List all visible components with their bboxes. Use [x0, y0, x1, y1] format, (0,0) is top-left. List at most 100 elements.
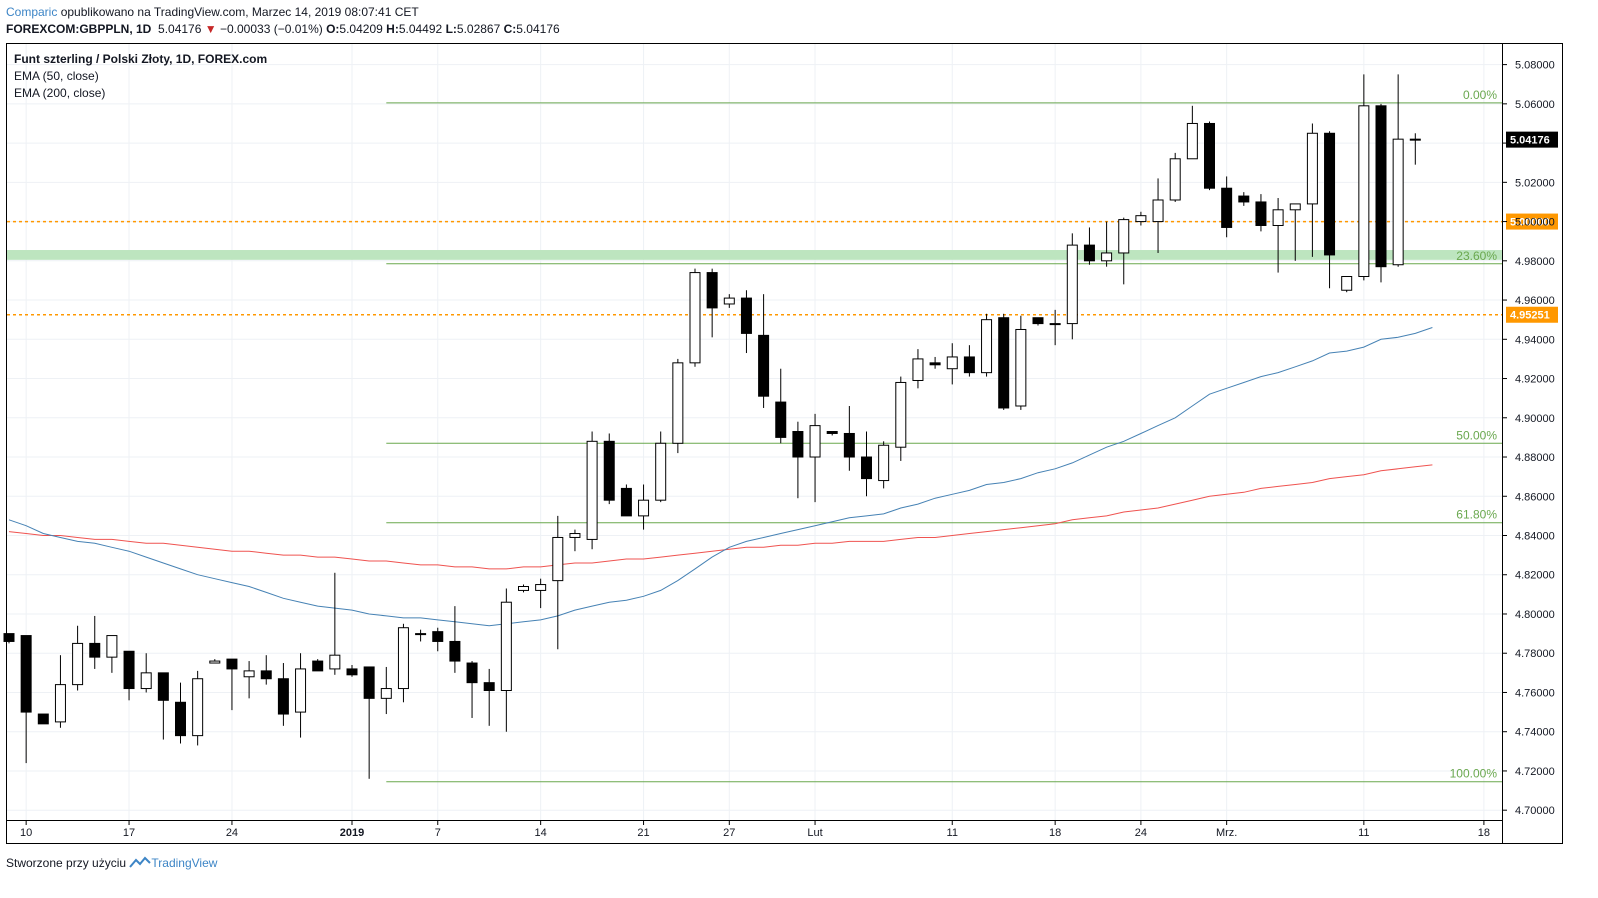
candle-body	[1306, 132, 1318, 205]
candle	[655, 431, 667, 503]
candle	[312, 659, 324, 672]
candle-body	[1066, 244, 1078, 325]
candle	[1255, 194, 1267, 232]
fibonacci-retracement[interactable]: 0.00% 23.60% 50.00% 61.80% 100.00%	[386, 88, 1502, 783]
y-tick-label: 4.92000	[1515, 374, 1555, 386]
candle-body	[552, 536, 564, 582]
candle-body	[638, 499, 650, 517]
candle	[449, 606, 461, 673]
price-change: −0.00033 (−0.01%)	[219, 22, 323, 36]
tradingview-link[interactable]: TradingView	[151, 856, 218, 870]
candle	[1221, 176, 1233, 238]
candle	[346, 664, 358, 677]
candle	[1118, 217, 1130, 285]
candle-body	[1341, 276, 1353, 291]
x-tick-label: 24	[226, 827, 238, 839]
candle-body	[792, 431, 804, 458]
x-tick-label: 24	[1135, 827, 1147, 839]
open-label: O:	[326, 22, 340, 36]
candle-body	[518, 586, 529, 591]
candle-body	[175, 701, 186, 737]
symbol-label: FOREXCOM:GBPPLN, 1D	[6, 22, 152, 36]
legend: Funt szterling / Polski Złoty, 1D, FOREX…	[14, 52, 267, 100]
candle	[500, 588, 512, 732]
y-tick-label: 4.90000	[1515, 413, 1555, 425]
candle	[192, 670, 204, 746]
candle	[981, 313, 993, 377]
open-value: 5.04209	[339, 22, 383, 36]
y-tick-label: 5.08000	[1515, 60, 1555, 72]
ohlc-line: FOREXCOM:GBPPLN, 1D 5.04176 ▼ −0.00033 (…	[6, 22, 560, 36]
y-tick-label: 5.02000	[1515, 177, 1555, 189]
price-axis[interactable]: 5.080005.060005.040005.020005.000004.980…	[1502, 60, 1558, 818]
candle-body	[1392, 138, 1404, 266]
candle	[706, 268, 718, 338]
candle-body	[929, 362, 941, 366]
candle	[689, 268, 701, 367]
candle-body	[672, 362, 684, 444]
x-tick-label: 10	[20, 827, 32, 839]
candle-body	[586, 440, 598, 540]
candle-body	[277, 678, 289, 715]
horizontal-levels[interactable]: 5.00000 4.95251	[7, 213, 1558, 323]
candle-body	[775, 401, 787, 438]
candle-body	[260, 670, 272, 680]
candle	[638, 484, 650, 530]
candle-body	[140, 672, 152, 690]
candle	[586, 431, 598, 550]
candle	[1101, 221, 1113, 267]
candle-body	[1101, 252, 1113, 262]
candle-body	[946, 356, 958, 370]
candle	[20, 635, 32, 764]
y-tick-label: 4.86000	[1515, 491, 1555, 503]
support-zone-band	[7, 250, 1502, 260]
candle-body	[466, 662, 478, 684]
candle-body	[706, 272, 718, 309]
candle	[1169, 152, 1181, 202]
candle	[54, 655, 66, 728]
last-price: 5.04176	[158, 22, 202, 36]
y-tick-label: 4.96000	[1515, 295, 1555, 307]
x-tick-label: 2019	[340, 827, 364, 839]
candle-body	[861, 456, 872, 480]
candle-body	[157, 672, 169, 701]
candle-body	[998, 317, 1010, 409]
candle-body	[192, 678, 204, 737]
time-axis[interactable]: 10 17 24 2019 7 14 21 27 Lut 11 18 24 Mrz. 11 18	[20, 820, 1490, 839]
fib-level-label: 100.00%	[1450, 767, 1498, 781]
candle-body	[1152, 199, 1164, 223]
candle	[1186, 105, 1198, 160]
ema50-line	[8, 327, 1433, 627]
tradingview-logo-icon[interactable]	[129, 856, 152, 868]
candle	[1375, 103, 1387, 283]
candle	[1289, 203, 1301, 261]
ema-lines	[8, 327, 1433, 627]
candle-body	[878, 444, 890, 482]
candle-body	[1204, 122, 1215, 189]
candle-body	[535, 584, 547, 591]
high-label: H:	[386, 22, 399, 36]
fib-level-label: 0.00%	[1463, 88, 1497, 102]
candle	[277, 663, 289, 726]
y-tick-label: 4.88000	[1515, 452, 1555, 464]
candle	[140, 653, 152, 693]
candle-body	[89, 642, 101, 658]
last-price-label: 5.04176	[1510, 135, 1550, 147]
close-label: C:	[503, 22, 517, 36]
candle	[620, 484, 632, 517]
publisher-name[interactable]: Comparic	[6, 5, 58, 19]
candle	[672, 358, 684, 454]
candle-body	[346, 668, 358, 676]
candle-body	[843, 432, 855, 458]
candle-body	[620, 487, 632, 517]
candle-body	[3, 633, 15, 642]
candle	[397, 623, 409, 703]
plot-frame	[6, 43, 1503, 821]
candle	[895, 376, 907, 461]
close-value: 5.04176	[516, 22, 560, 36]
y-tick-label: 4.98000	[1515, 256, 1555, 268]
y-tick-label: 4.94000	[1515, 334, 1555, 346]
candle	[106, 635, 118, 673]
ema50-legend: EMA (50, close)	[14, 69, 99, 83]
